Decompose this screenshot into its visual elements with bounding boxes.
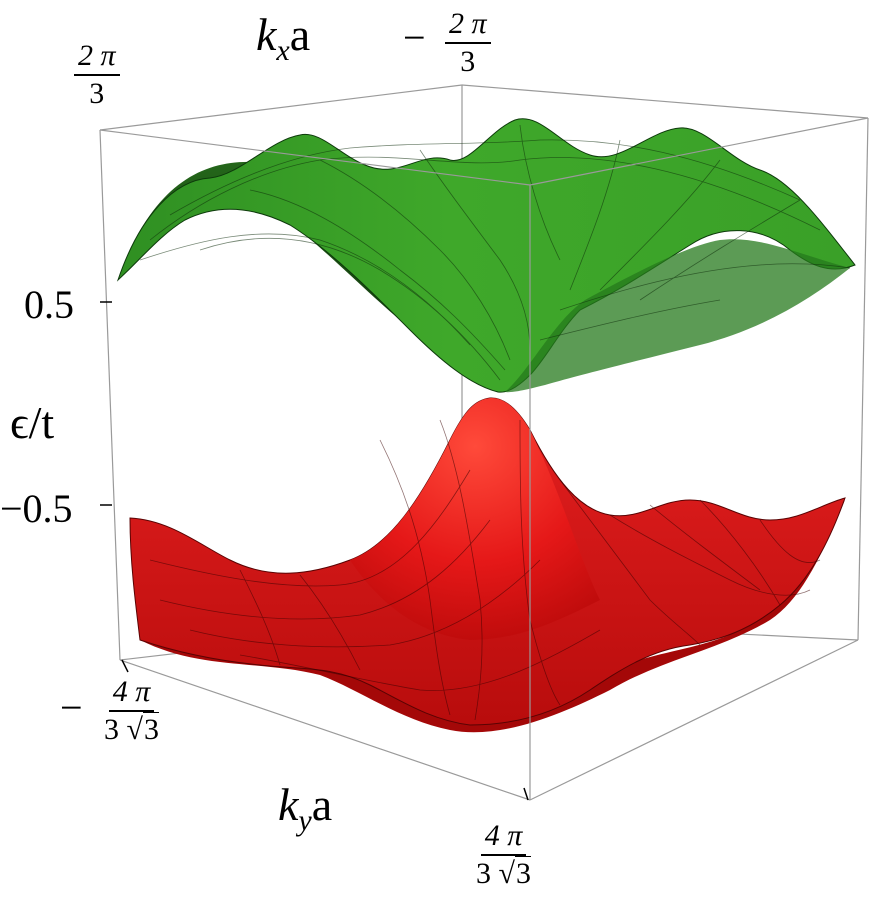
x-axis-ticks xyxy=(121,659,529,801)
lower-band-mesh xyxy=(149,419,821,721)
z-tick-label-neg-0.5: −0.5 xyxy=(0,486,73,531)
upper-band-mesh xyxy=(139,124,851,381)
y-range-min-label: 4 π 3 √3 xyxy=(104,675,159,746)
z-axis-ticks xyxy=(100,301,112,506)
y-tick-mark xyxy=(523,787,529,801)
x-range-max-label: 2 π 3 xyxy=(74,40,120,109)
y-range-min-sign: − xyxy=(60,685,83,730)
y-axis-title: kya xyxy=(278,779,333,838)
box-front-edges xyxy=(99,117,869,801)
lower-band-central-cone xyxy=(350,397,600,640)
y-tick-mark xyxy=(121,659,129,673)
z-tick-label-0.5: 0.5 xyxy=(24,282,74,327)
y-range-max-label: 4 π 3 √3 xyxy=(476,819,531,890)
x-range-min-sign: − xyxy=(403,15,426,60)
upper-band-surface xyxy=(116,118,856,393)
x-range-min-label: 2 π 3 xyxy=(445,8,491,77)
z-axis-title: ϵ/t xyxy=(10,397,55,448)
upper-band-top xyxy=(116,118,856,393)
lower-band-surface xyxy=(129,397,846,733)
x-axis-title: kxa xyxy=(256,9,311,68)
